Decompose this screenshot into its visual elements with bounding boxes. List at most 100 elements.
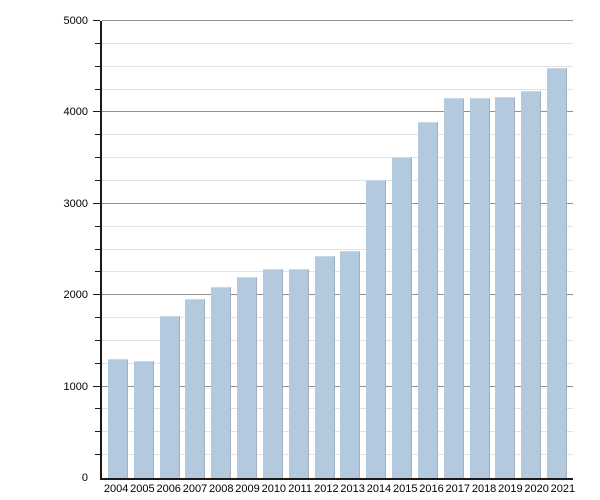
- minor-gridline: [102, 454, 573, 456]
- bar-2019: [495, 96, 516, 478]
- bar-column-2008: [208, 21, 234, 478]
- y-axis-tick: [95, 362, 100, 364]
- bar-2016: [417, 122, 438, 478]
- bar-2017: [443, 98, 464, 478]
- bar-column-2018: [467, 21, 493, 478]
- bar-2004: [107, 358, 128, 478]
- minor-gridline: [102, 157, 573, 159]
- bar-2021: [546, 67, 567, 478]
- bar-column-2004: [105, 21, 131, 478]
- x-axis-label-2004: 2004: [103, 483, 129, 495]
- minor-gridline: [102, 271, 573, 273]
- y-axis-tick: [95, 65, 100, 67]
- y-axis-tick: [93, 20, 100, 21]
- x-axis-labels: 2004 2005 2006 2007 2008 2009 2010 2011 2012 2013…: [100, 483, 579, 496]
- bar-2018: [469, 97, 490, 478]
- bar-column-2011: [286, 21, 312, 478]
- y-axis-label-0: 0: [81, 472, 88, 484]
- bar-column-2009: [234, 21, 260, 478]
- x-axis-label-2005: 2005: [130, 483, 155, 495]
- bar-column-2010: [260, 21, 286, 478]
- minor-gridline: [102, 134, 573, 136]
- x-axis-label-2016: 2016: [419, 483, 444, 495]
- bar-2020: [521, 91, 542, 478]
- major-gridline: [102, 294, 573, 296]
- minor-gridline: [102, 362, 573, 364]
- bars-row: [102, 21, 573, 478]
- x-axis-label-2019: 2019: [498, 483, 523, 495]
- y-axis-tick: [95, 134, 100, 136]
- minor-gridline: [102, 225, 573, 227]
- bar-2013: [340, 250, 361, 478]
- y-axis-tick: [95, 317, 100, 319]
- bar-column-2005: [131, 21, 157, 478]
- y-axis-tick: [95, 271, 100, 273]
- y-axis-tick: [93, 385, 100, 387]
- bar-2008: [211, 287, 232, 478]
- bar-column-2014: [363, 21, 389, 478]
- y-axis-tick: [93, 294, 100, 296]
- bar-2011: [288, 268, 309, 478]
- y-axis-tick: [95, 225, 100, 227]
- bar-column-2019: [492, 21, 518, 478]
- y-axis-tick: [93, 111, 100, 113]
- bar-column-2006: [157, 21, 183, 478]
- bar-2014: [366, 179, 387, 478]
- minor-gridline: [102, 339, 573, 341]
- y-axis-tick: [95, 248, 100, 250]
- y-axis-label-4000: 4000: [63, 106, 88, 119]
- x-axis-label-2007: 2007: [182, 483, 208, 495]
- y-axis-label-2000: 2000: [63, 289, 88, 302]
- minor-gridline: [102, 42, 573, 44]
- minor-gridline: [102, 248, 573, 250]
- bar-column-2020: [518, 21, 544, 478]
- x-axis-label-2011: 2011: [288, 483, 312, 495]
- bar-2006: [159, 315, 180, 478]
- y-axis-tick: [95, 157, 100, 159]
- major-gridline: [102, 202, 573, 204]
- bar-column-2017: [441, 21, 467, 478]
- y-axis-tick: [93, 202, 100, 204]
- bar-2012: [314, 256, 335, 478]
- y-axis-tick: [95, 408, 100, 410]
- plot-area: [93, 20, 573, 480]
- x-axis-label-2008: 2008: [209, 483, 234, 495]
- bar-column-2021: [544, 21, 570, 478]
- x-axis-label-2010: 2010: [261, 483, 287, 495]
- x-axis-label-2006: 2006: [156, 483, 181, 495]
- y-axis-tick: [95, 339, 100, 341]
- x-axis-label-2009: 2009: [235, 483, 260, 495]
- bar-2005: [133, 360, 154, 478]
- bar-column-2007: [182, 21, 208, 478]
- y-axis-label-3000: 3000: [63, 197, 88, 210]
- minor-gridline: [102, 65, 573, 67]
- bar-column-2015: [389, 21, 415, 478]
- minor-gridline: [102, 431, 573, 433]
- bar-column-2012: [312, 21, 338, 478]
- x-axis-label-2018: 2018: [471, 483, 497, 495]
- major-gridline: [102, 111, 573, 113]
- x-axis-label-2014: 2014: [366, 483, 392, 495]
- x-axis-label-2015: 2015: [392, 483, 418, 495]
- bar-2015: [392, 157, 413, 478]
- bar-2010: [262, 269, 283, 478]
- y-axis-label-1000: 1000: [63, 380, 88, 393]
- bar-2009: [237, 276, 258, 478]
- minor-gridline: [102, 88, 573, 90]
- x-axis-label-2013: 2013: [340, 483, 365, 495]
- x-axis-label-2012: 2012: [314, 483, 339, 495]
- bar-2007: [185, 299, 206, 478]
- y-axis-tick: [95, 454, 100, 456]
- x-axis-label-2021: 2021: [550, 483, 576, 495]
- y-axis-tick: [95, 431, 100, 433]
- minor-gridline: [102, 317, 573, 319]
- y-axis-tick: [95, 179, 100, 181]
- major-gridline: [102, 20, 573, 21]
- y-axis-tick: [95, 88, 100, 90]
- major-gridline: [102, 385, 573, 387]
- minor-gridline: [102, 179, 573, 181]
- bar-column-2013: [337, 21, 363, 478]
- y-axis-tick: [95, 42, 100, 44]
- x-axis-label-2017: 2017: [445, 483, 471, 495]
